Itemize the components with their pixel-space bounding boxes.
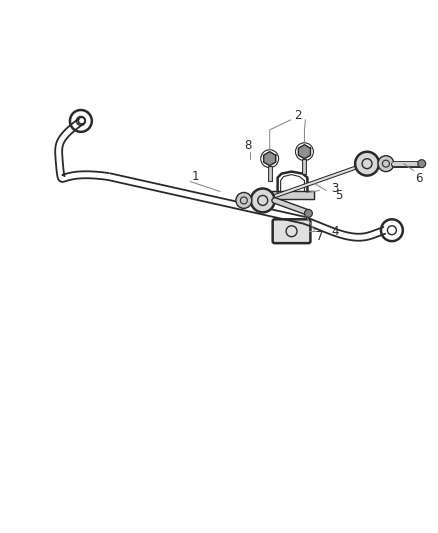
Text: 5: 5 (336, 189, 343, 202)
Circle shape (418, 160, 426, 168)
Text: 6: 6 (415, 172, 423, 185)
Polygon shape (264, 152, 276, 166)
Text: 7: 7 (316, 230, 323, 243)
Circle shape (378, 156, 394, 172)
Circle shape (304, 209, 312, 217)
Text: 4: 4 (332, 225, 339, 238)
Circle shape (236, 192, 252, 208)
FancyBboxPatch shape (273, 219, 311, 243)
Polygon shape (298, 145, 311, 159)
Text: 3: 3 (332, 182, 339, 195)
Polygon shape (272, 191, 314, 199)
Circle shape (251, 189, 275, 212)
Text: 1: 1 (191, 170, 199, 183)
Text: 8: 8 (244, 139, 251, 152)
Text: 2: 2 (294, 109, 301, 123)
Circle shape (355, 152, 379, 175)
